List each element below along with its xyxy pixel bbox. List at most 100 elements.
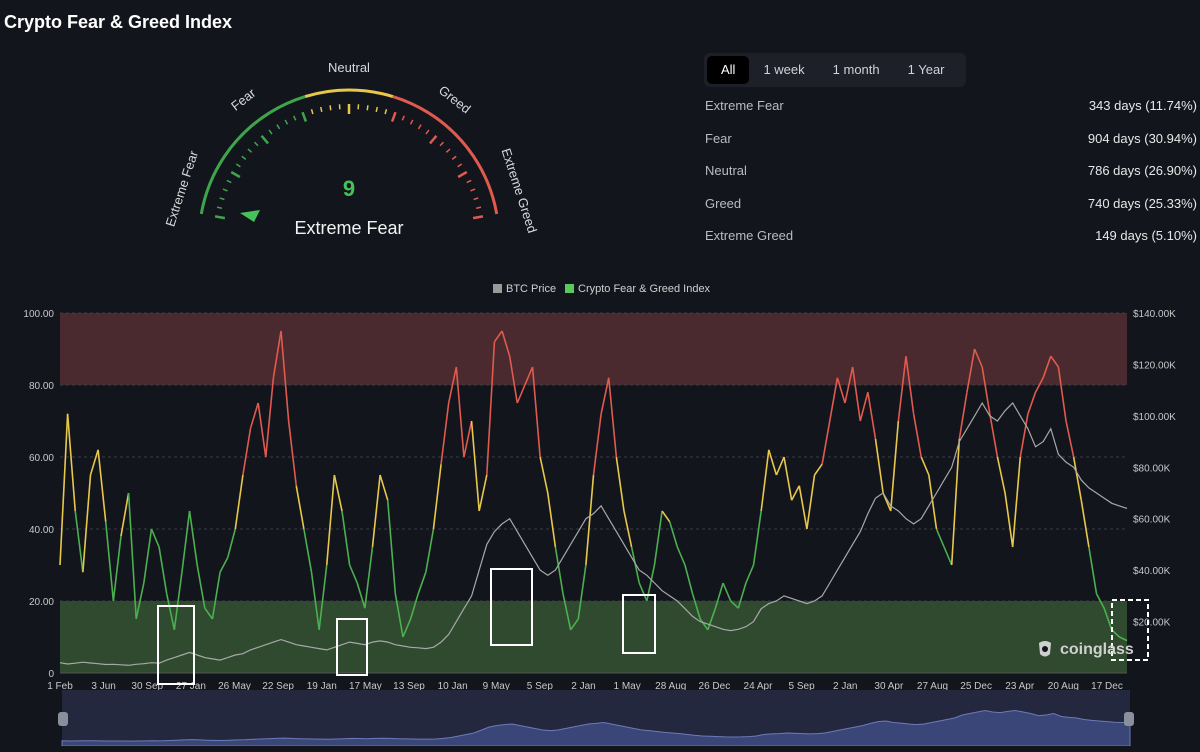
x-tick-label: 23 Apr [1005, 681, 1035, 690]
fng-segment [303, 528, 313, 573]
fng-segment [783, 456, 793, 501]
fng-segment [943, 546, 953, 566]
tab-1-week[interactable]: 1 week [763, 62, 805, 77]
x-tick-label: 24 Apr [744, 681, 774, 690]
range-navigator[interactable] [58, 690, 1140, 746]
fng-segment [226, 528, 237, 559]
gauge-tick [390, 111, 397, 123]
fear-greed-gauge: Extreme Fear Fear Neutral Greed Extreme … [162, 60, 541, 238]
fng-segment [661, 510, 671, 523]
tab-1-month[interactable]: 1 month [832, 62, 880, 77]
fng-segment [798, 485, 808, 530]
sentiment-zone [60, 385, 1127, 457]
fng-segment [455, 366, 465, 458]
fng-segment [432, 464, 442, 530]
fng-segment [356, 582, 366, 609]
gauge-tick [253, 141, 259, 147]
gauge-tick [457, 163, 463, 168]
highlight-box [157, 605, 195, 685]
fng-segment [592, 413, 602, 476]
y-right-tick-label: $40.00K [1133, 566, 1171, 577]
fng-segment [82, 474, 92, 573]
x-tick-label: 1 Feb [47, 681, 73, 690]
fng-segment [341, 510, 351, 566]
gauge-tick [466, 179, 472, 184]
stat-row-extreme-greed: Extreme Greed 149 days (5.10%) [705, 228, 1197, 261]
fng-segment [516, 384, 526, 404]
gauge-arc-segment [427, 111, 499, 215]
gauge-label-greed: Greed [436, 82, 474, 116]
stat-row-fear: Fear 904 days (30.94%) [705, 131, 1197, 164]
fng-segment [836, 377, 846, 404]
navigator-left-handle[interactable] [58, 712, 68, 726]
gauge-label-fear: Fear [228, 85, 259, 114]
fng-segment [973, 348, 983, 368]
fng-segment [188, 510, 198, 566]
fng-segment [707, 607, 717, 631]
gauge-tick [226, 179, 232, 184]
fng-segment [120, 492, 130, 537]
fng-segment [768, 449, 778, 476]
fng-segment [889, 420, 900, 512]
fng-segment [181, 510, 191, 573]
fng-segment [501, 330, 511, 357]
gauge-arc [199, 88, 499, 215]
fng-segment [1004, 492, 1014, 548]
gauge-label-extreme-greed: Extreme Greed [499, 146, 541, 234]
gauge-tick [329, 105, 332, 111]
highlight-box [622, 594, 656, 654]
fng-segment [722, 582, 732, 602]
x-tick-label: 2 Jan [833, 681, 857, 690]
y-right-tick-label: $120.00K [1133, 360, 1176, 371]
gauge-tick [366, 105, 369, 111]
tab-all[interactable]: All [707, 56, 750, 84]
fng-segment [272, 330, 282, 378]
highlight-boxes [157, 568, 1149, 685]
fng-segment [1050, 355, 1060, 368]
sentiment-zone [60, 529, 1127, 601]
stat-value: 149 days (5.10%) [1095, 228, 1197, 243]
x-tick-label: 28 Aug [655, 681, 686, 690]
fng-segment [607, 377, 618, 458]
fng-segment [364, 546, 374, 609]
fng-segment [150, 528, 160, 548]
gauge-pointer [240, 210, 260, 222]
tab-1-year[interactable]: 1 Year [907, 62, 945, 77]
fng-segment [806, 474, 816, 530]
stat-label: Fear [705, 130, 732, 146]
x-tick-label: 26 Dec [699, 681, 731, 690]
fng-segment [958, 392, 968, 440]
x-axis: 1 Feb 3 Jun 30 Sep 27 Jan 26 May 22 Sep 19 Jan… [47, 672, 1127, 690]
fng-segment [653, 510, 663, 566]
fng-segment [211, 572, 221, 620]
legend-item-fng[interactable]: Crypto Fear & Greed Index [578, 283, 711, 295]
fng-segment [699, 618, 709, 631]
fng-segment [638, 582, 648, 602]
brand-watermark: coinglass [1035, 640, 1134, 660]
legend-item-btc[interactable]: BTC Price [506, 283, 556, 295]
navigator-right-handle[interactable] [1124, 712, 1134, 726]
fng-segment [386, 500, 397, 594]
x-tick-label: 3 Jun [91, 681, 115, 690]
fng-segment [1027, 391, 1037, 415]
fng-segment [905, 356, 915, 414]
gauge-tick [310, 109, 314, 115]
stat-row-greed: Greed 740 days (25.33%) [705, 196, 1197, 229]
fng-segment [760, 449, 770, 512]
gauge-ticks [214, 104, 484, 220]
y-right-tick-label: $140.00K [1133, 309, 1176, 320]
fng-segment [966, 348, 976, 393]
fng-segment [371, 474, 381, 548]
gauge-tick [429, 135, 438, 145]
x-tick-label: 27 Jan [176, 681, 206, 690]
fng-segment [752, 510, 762, 566]
sentiment-zone [60, 601, 1127, 673]
fng-segment [463, 420, 473, 458]
fng-segment [684, 564, 694, 595]
fng-segment [1057, 366, 1067, 422]
gauge-tick [230, 170, 241, 179]
fng-segment [775, 456, 785, 476]
gridlines [60, 312, 1127, 602]
fng-segment [1103, 607, 1113, 631]
fng-segment [546, 492, 557, 548]
